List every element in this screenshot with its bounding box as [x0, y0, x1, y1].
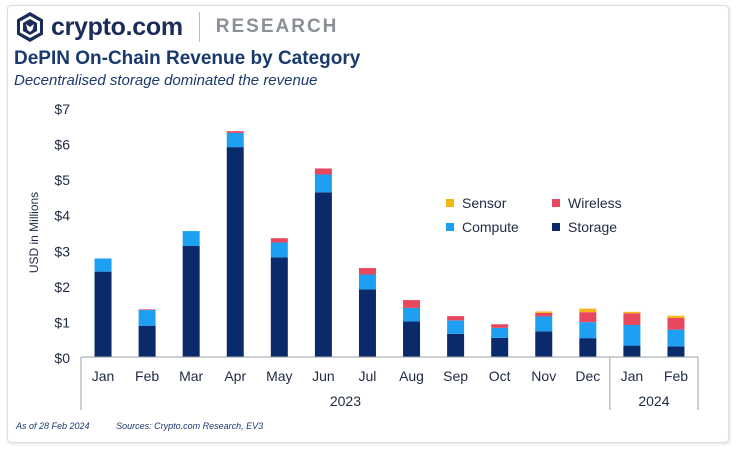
x-tick-label: Jan: [621, 368, 644, 384]
legend-swatch-storage: [552, 223, 560, 231]
bar-segment-storage: [358, 289, 376, 357]
x-tick-label: Feb: [135, 368, 159, 384]
x-tick-label: Feb: [664, 368, 688, 384]
y-tick-label: $4: [54, 208, 70, 224]
x-tick-label: Apr: [224, 368, 246, 384]
legend-swatch-wireless: [552, 199, 560, 207]
y-tick-label: $1: [54, 314, 70, 330]
bar-segment-compute: [491, 327, 509, 338]
x-tick-label: Jun: [312, 368, 335, 384]
bar-segment-wireless: [491, 324, 509, 328]
bar-segment-sensor: [667, 315, 685, 318]
x-tick-label: Sep: [443, 368, 468, 384]
bar-segment-compute: [358, 274, 376, 290]
x-tick-label: Dec: [575, 368, 600, 384]
bar-segment-compute: [314, 174, 332, 193]
bar-segment-compute: [579, 322, 597, 339]
bar-segment-storage: [403, 321, 421, 357]
bar-segment-wireless: [358, 268, 376, 275]
bar-segment-sensor: [579, 308, 597, 313]
year-group-label: 2024: [638, 393, 669, 409]
bar-segment-storage: [94, 271, 112, 357]
bar-segment-wireless: [535, 312, 553, 317]
crypto-com-lion-shield-icon: [17, 12, 43, 42]
bar-segment-compute: [270, 242, 288, 258]
bar-segment-wireless: [579, 312, 597, 323]
bar-segment-storage: [667, 346, 685, 357]
y-tick-label: $0: [54, 350, 70, 366]
bar-segment-storage: [182, 246, 200, 357]
brand-divider: [198, 12, 200, 42]
bar-segment-storage: [314, 192, 332, 357]
y-tick-label: $5: [54, 172, 70, 188]
legend-label-wireless: Wireless: [568, 195, 622, 211]
as-of-date: As of 28 Feb 2024: [16, 421, 90, 431]
bar-segment-wireless: [667, 317, 685, 330]
bar-segment-wireless: [623, 313, 641, 325]
bar-segment-compute: [226, 132, 244, 148]
x-tick-label: Jan: [92, 368, 115, 384]
brand-name: crypto.com: [51, 12, 183, 41]
x-tick-label: Oct: [489, 368, 511, 384]
brand-header: crypto.com RESEARCH: [15, 10, 338, 44]
y-tick-label: $3: [54, 243, 70, 259]
bar-segment-wireless: [138, 309, 156, 311]
bar-segment-storage: [138, 325, 156, 357]
bar-segment-compute: [447, 320, 465, 334]
bar-segment-storage: [491, 337, 509, 357]
bar-segment-compute: [623, 324, 641, 346]
bar-segment-compute: [667, 329, 685, 347]
x-tick-label: Aug: [399, 368, 424, 384]
bar-segment-compute: [138, 310, 156, 326]
y-axis-title: USD in Millions: [27, 192, 41, 273]
legend-swatch-sensor: [446, 199, 454, 207]
legend-label-compute: Compute: [462, 219, 519, 235]
chart-card: [7, 5, 729, 443]
bar-segment-compute: [94, 258, 112, 272]
y-tick-label: $7: [54, 101, 70, 117]
x-tick-label: Mar: [179, 368, 203, 384]
x-tick-label: May: [266, 368, 292, 384]
bar-segment-storage: [270, 257, 288, 357]
bar-segment-storage: [447, 333, 465, 357]
sources-note: Sources: Crypto.com Research, EV3: [116, 421, 264, 431]
brand-section-label: RESEARCH: [215, 16, 339, 37]
x-tick-label: Jul: [359, 368, 377, 384]
y-tick-label: $2: [54, 279, 70, 295]
bar-segment-wireless: [447, 316, 465, 321]
year-group-label: 2023: [330, 393, 361, 409]
legend-label-sensor: Sensor: [462, 195, 507, 211]
bar-segment-storage: [535, 331, 553, 357]
bar-segment-sensor: [535, 311, 553, 313]
bar-segment-storage: [226, 147, 244, 357]
bar-segment-wireless: [314, 168, 332, 175]
legend-label-storage: Storage: [568, 219, 617, 235]
bar-segment-wireless: [403, 300, 421, 308]
y-tick-label: $6: [54, 137, 70, 153]
bar-segment-storage: [579, 338, 597, 357]
legend-swatch-compute: [446, 223, 454, 231]
bar-segment-compute: [535, 316, 553, 332]
bar-segment-sensor: [623, 311, 641, 314]
bar-segment-storage: [623, 345, 641, 357]
footer-notes: As of 28 Feb 2024 Sources: Crypto.com Re…: [16, 421, 263, 431]
bar-segment-compute: [182, 231, 200, 247]
bar-segment-wireless: [270, 238, 288, 243]
bar-segment-wireless: [226, 131, 244, 133]
chart-title: DePIN On-Chain Revenue by Category: [14, 48, 361, 69]
x-tick-label: Nov: [531, 368, 556, 384]
bar-segment-compute: [403, 307, 421, 322]
chart-subtitle: Decentralised storage dominated the reve…: [14, 72, 318, 89]
